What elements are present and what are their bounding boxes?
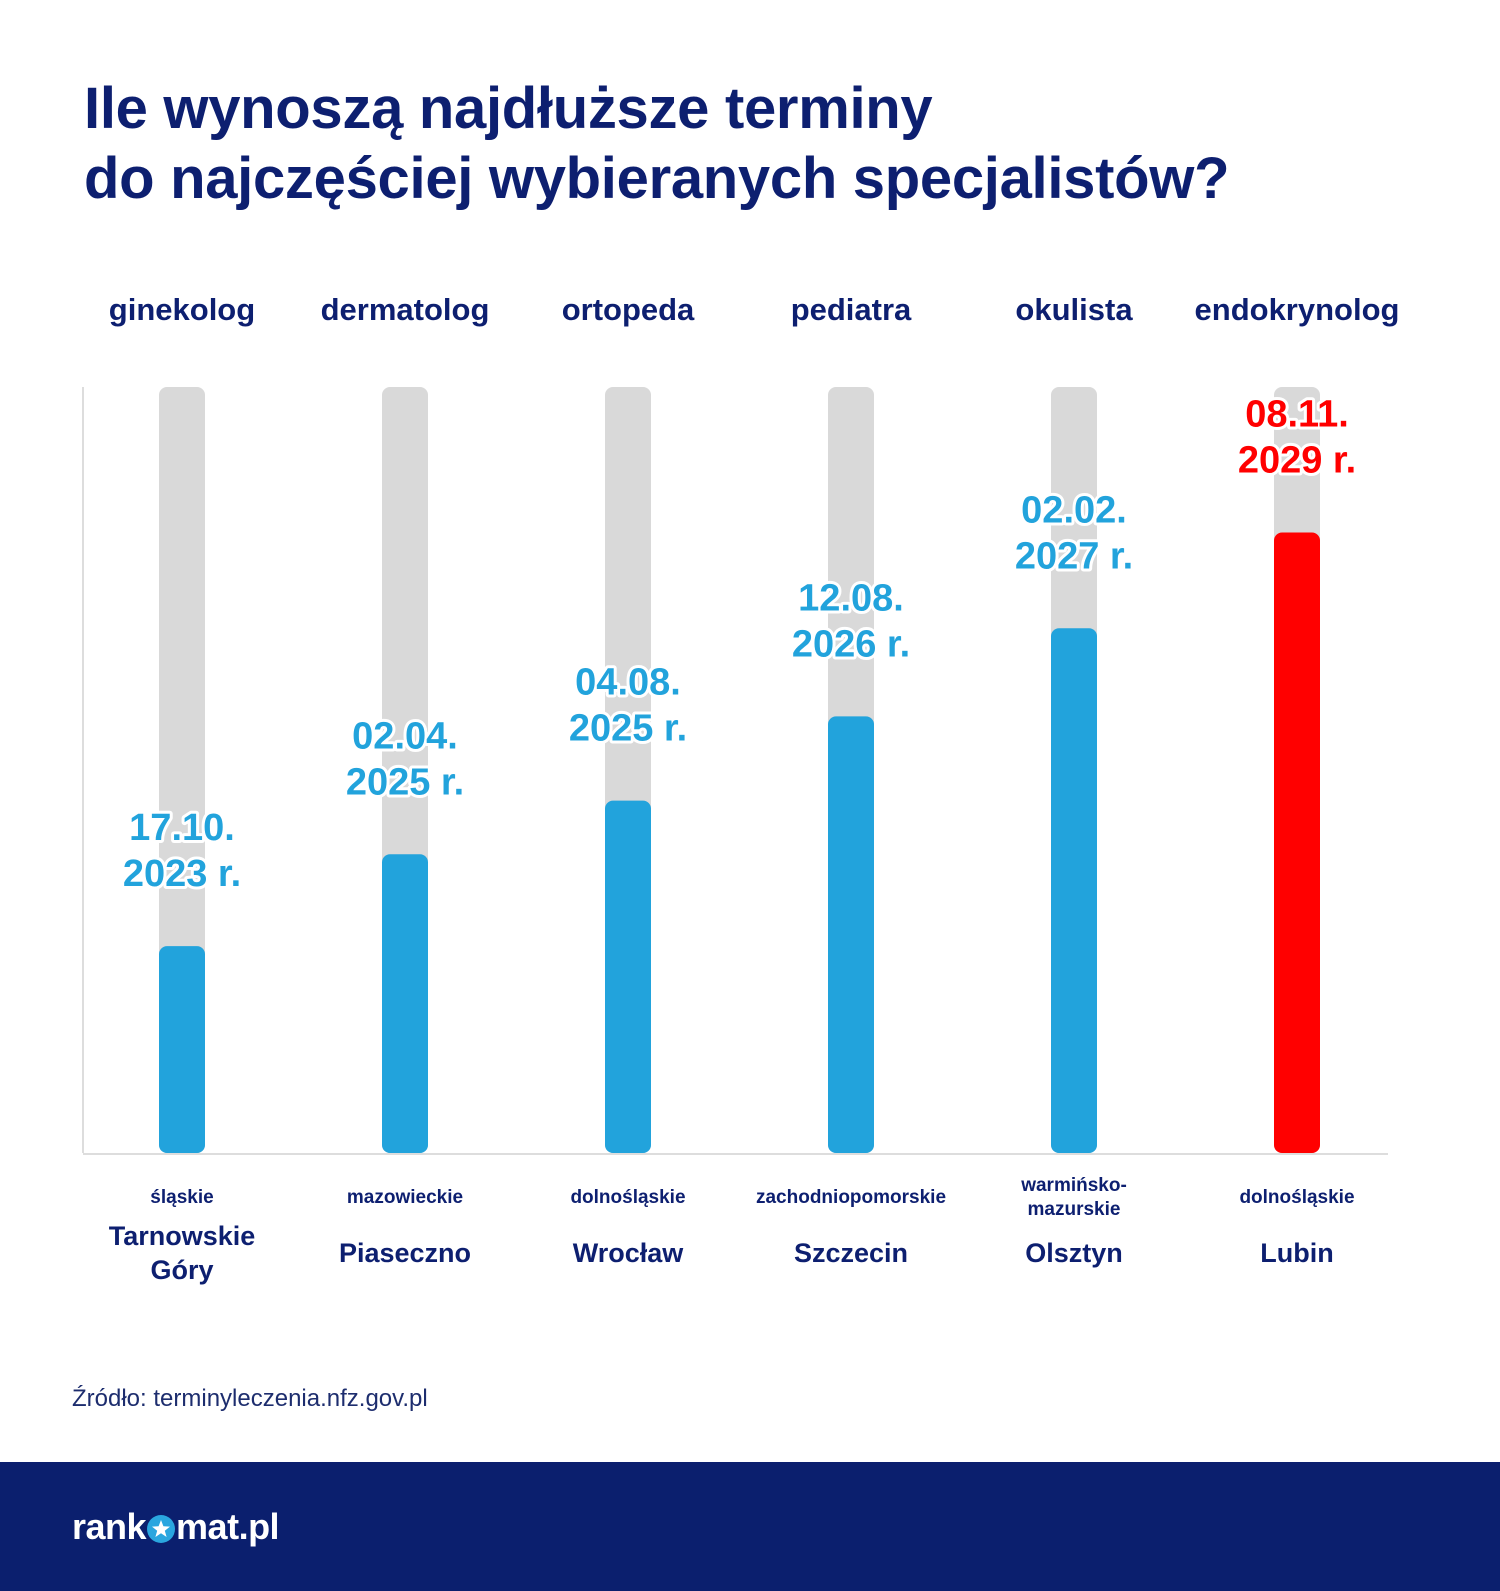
region-label: warmińsko-mazurskie — [1021, 1175, 1127, 1220]
title-line-2: do najczęściej wybieranych specjalistów? — [84, 146, 1230, 211]
region-label: dolnośląskie — [1239, 1187, 1355, 1208]
city-label: Olsztyn — [1025, 1238, 1123, 1268]
city-label: Piaseczno — [338, 1238, 472, 1268]
logo-text-left: rank — [72, 1506, 147, 1547]
category-label: dermatolog — [320, 292, 490, 327]
category-label: ortopeda — [561, 292, 695, 327]
data-label-line2: 2027 r. — [1015, 535, 1133, 577]
city-label: Wrocław — [572, 1238, 684, 1268]
data-label-line1: 17.10. — [129, 807, 235, 849]
data-label-line2: 2026 r. — [792, 623, 910, 665]
region-label: śląskie — [150, 1187, 214, 1208]
bar-pediatra — [828, 716, 874, 1153]
data-label-line1: 04.08. — [575, 662, 681, 704]
region-label: mazowieckie — [346, 1187, 464, 1208]
region-label: dolnośląskie — [570, 1187, 686, 1208]
bar-chart: 17.10.2023 r.02.04.2025 r.04.08.2025 r.1… — [82, 387, 1388, 1155]
city-label: Tarnowskie Góry — [108, 1221, 256, 1285]
category-label: ginekolog — [108, 292, 256, 327]
data-label-line1: 02.04. — [352, 715, 458, 757]
city-label: Lubin — [1260, 1238, 1334, 1268]
data-label-line2: 2025 r. — [569, 708, 687, 750]
city-label: Szczecin — [793, 1238, 909, 1268]
category-label: pediatra — [790, 292, 912, 327]
region-label: zachodniopomorskie — [755, 1187, 947, 1208]
bar-dermatolog — [382, 854, 428, 1153]
bar-endokrynolog — [1274, 532, 1320, 1153]
bar-okulista — [1051, 628, 1097, 1153]
data-label-line2: 2029 r. — [1238, 440, 1356, 482]
data-label-line1: 02.02. — [1021, 489, 1127, 531]
logo-text-right: mat.pl — [176, 1506, 280, 1547]
bar-ginekolog — [159, 946, 205, 1153]
chart-title: Ile wynoszą najdłuższe terminy do najczę… — [84, 74, 1464, 214]
data-label-line2: 2023 r. — [123, 853, 241, 895]
footer-bar: rank mat.pl — [0, 1462, 1500, 1591]
category-label: endokrynolog — [1194, 292, 1400, 327]
title-line-1: Ile wynoszą najdłuższe terminy — [84, 76, 933, 141]
source-note: Źródło: terminyleczenia.nfz.gov.pl — [72, 1385, 428, 1412]
brand-logo[interactable]: rank mat.pl — [72, 1506, 280, 1548]
data-label-line1: 12.08. — [798, 577, 904, 619]
data-label-line1: 08.11. — [1245, 394, 1349, 436]
category-label: okulista — [1015, 292, 1133, 327]
bar-ortopeda — [605, 800, 651, 1153]
data-label-line2: 2025 r. — [346, 761, 464, 803]
star-icon — [147, 1515, 176, 1543]
